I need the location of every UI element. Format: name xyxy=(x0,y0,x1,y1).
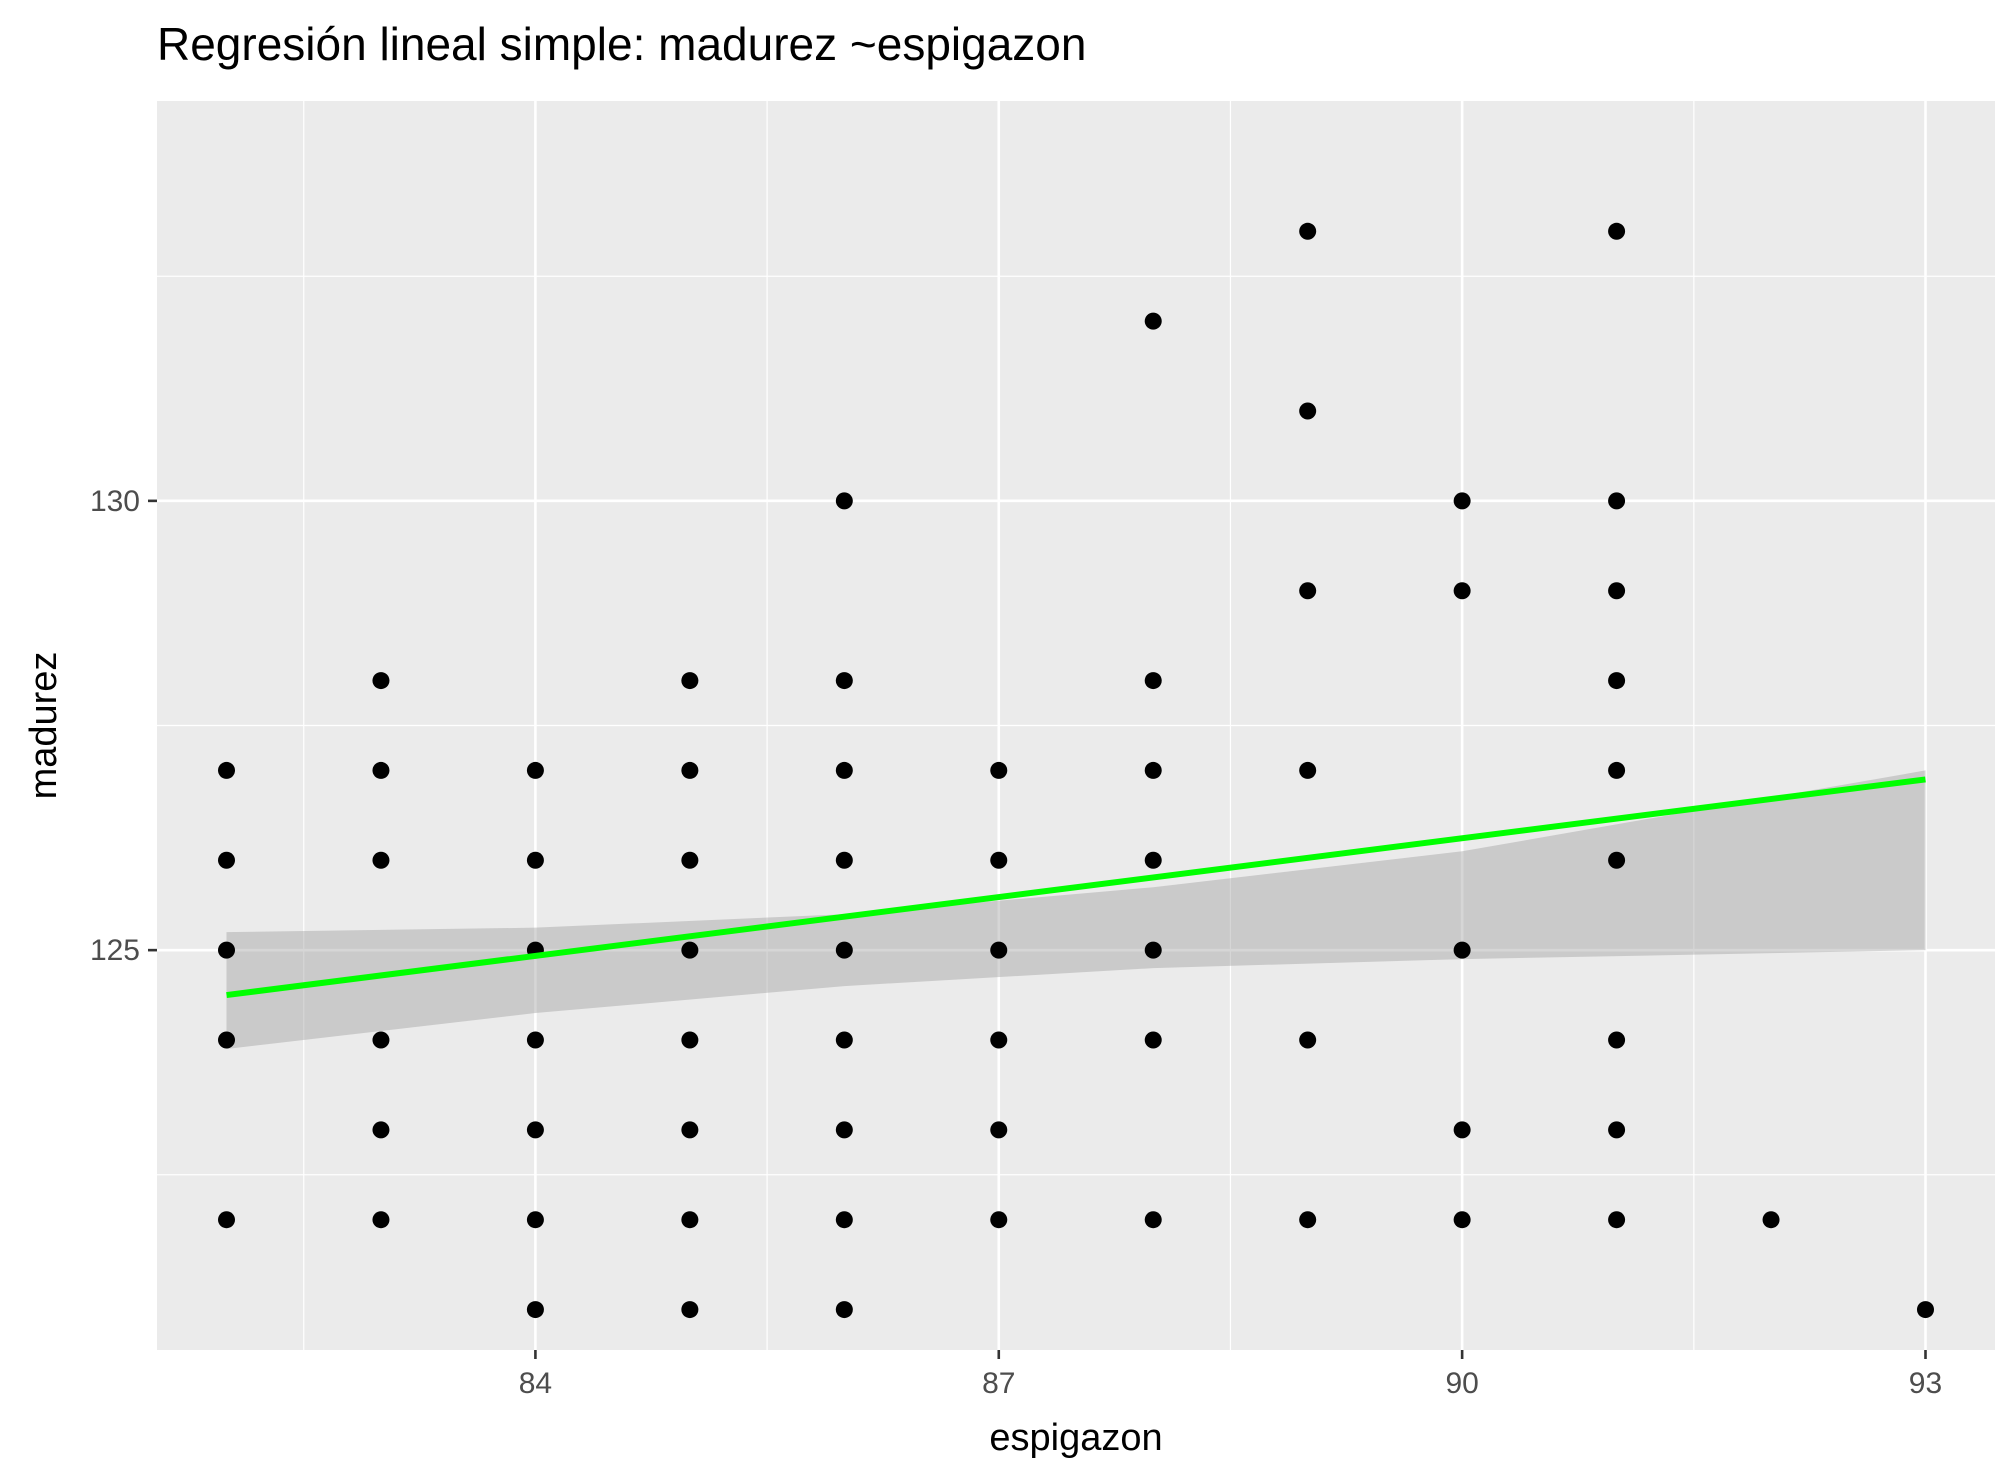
data-point xyxy=(526,851,544,869)
regression-line xyxy=(226,776,1926,999)
data-point xyxy=(681,672,699,690)
data-point xyxy=(1453,582,1471,600)
data-point xyxy=(1608,1211,1626,1229)
data-point xyxy=(1453,941,1471,959)
data-point xyxy=(372,1211,390,1229)
grid-major xyxy=(157,101,1995,1350)
data-point xyxy=(1608,1121,1626,1139)
data-point xyxy=(372,761,390,779)
data-point xyxy=(990,1031,1008,1049)
data-point xyxy=(218,1031,236,1049)
data-point xyxy=(1608,1031,1626,1049)
y-axis-ticks: 125 130 xyxy=(90,485,157,967)
data-point xyxy=(372,851,390,869)
data-point xyxy=(1144,1031,1162,1049)
data-point xyxy=(372,1031,390,1049)
x-tick-label: 90 xyxy=(1445,1367,1478,1400)
data-point xyxy=(218,761,236,779)
data-point xyxy=(1299,761,1317,779)
data-point xyxy=(681,1031,699,1049)
data-point xyxy=(372,672,390,690)
data-point xyxy=(990,1211,1008,1229)
data-point xyxy=(1299,582,1317,600)
y-axis-title: madurez xyxy=(23,652,65,800)
data-point xyxy=(1453,1121,1471,1139)
data-point xyxy=(1608,492,1626,510)
data-point xyxy=(1608,672,1626,690)
data-point xyxy=(1453,1211,1471,1229)
data-point xyxy=(1299,222,1317,240)
data-point xyxy=(1453,492,1471,510)
data-point xyxy=(990,941,1008,959)
data-point xyxy=(1144,312,1162,330)
data-point xyxy=(218,1211,236,1229)
data-point xyxy=(835,851,853,869)
data-point xyxy=(1608,851,1626,869)
y-tick-label: 130 xyxy=(90,485,140,518)
data-point xyxy=(990,851,1008,869)
chart-title: Regresión lineal simple: madurez ~espiga… xyxy=(157,18,1086,70)
x-tick-label: 84 xyxy=(519,1367,552,1400)
data-point xyxy=(990,1121,1008,1139)
data-point xyxy=(835,941,853,959)
data-point xyxy=(1144,1211,1162,1229)
data-point xyxy=(1299,1211,1317,1229)
data-point xyxy=(1608,582,1626,600)
data-point xyxy=(1608,222,1626,240)
data-point xyxy=(681,851,699,869)
data-point xyxy=(681,1211,699,1229)
data-point xyxy=(1144,672,1162,690)
data-point xyxy=(1762,1211,1780,1229)
data-point xyxy=(1144,941,1162,959)
data-point xyxy=(218,851,236,869)
data-point xyxy=(1144,851,1162,869)
data-point xyxy=(1916,1301,1934,1319)
data-point xyxy=(526,1031,544,1049)
data-point xyxy=(681,941,699,959)
x-axis-title: espigazon xyxy=(989,1417,1162,1459)
data-point xyxy=(526,1121,544,1139)
data-point xyxy=(372,1121,390,1139)
x-tick-label: 93 xyxy=(1909,1367,1942,1400)
x-tick-label: 87 xyxy=(982,1367,1015,1400)
data-point xyxy=(526,1211,544,1229)
data-point xyxy=(1299,402,1317,420)
data-points xyxy=(218,222,1934,1319)
y-tick-label: 125 xyxy=(90,934,140,967)
data-point xyxy=(835,1301,853,1319)
data-point xyxy=(835,492,853,510)
data-point xyxy=(835,1031,853,1049)
x-axis-ticks: 84 87 90 93 xyxy=(519,1350,1942,1400)
data-point xyxy=(990,761,1008,779)
data-point xyxy=(835,1121,853,1139)
data-point xyxy=(835,761,853,779)
data-point xyxy=(835,1211,853,1229)
data-point xyxy=(1299,1031,1317,1049)
data-point xyxy=(835,672,853,690)
data-point xyxy=(218,941,236,959)
data-point xyxy=(681,761,699,779)
confidence-band xyxy=(226,770,1926,1049)
grid-minor xyxy=(157,101,1995,1350)
data-point xyxy=(681,1121,699,1139)
data-point xyxy=(526,761,544,779)
data-point xyxy=(1608,761,1626,779)
data-point xyxy=(1144,761,1162,779)
data-point xyxy=(526,1301,544,1319)
data-point xyxy=(681,1301,699,1319)
